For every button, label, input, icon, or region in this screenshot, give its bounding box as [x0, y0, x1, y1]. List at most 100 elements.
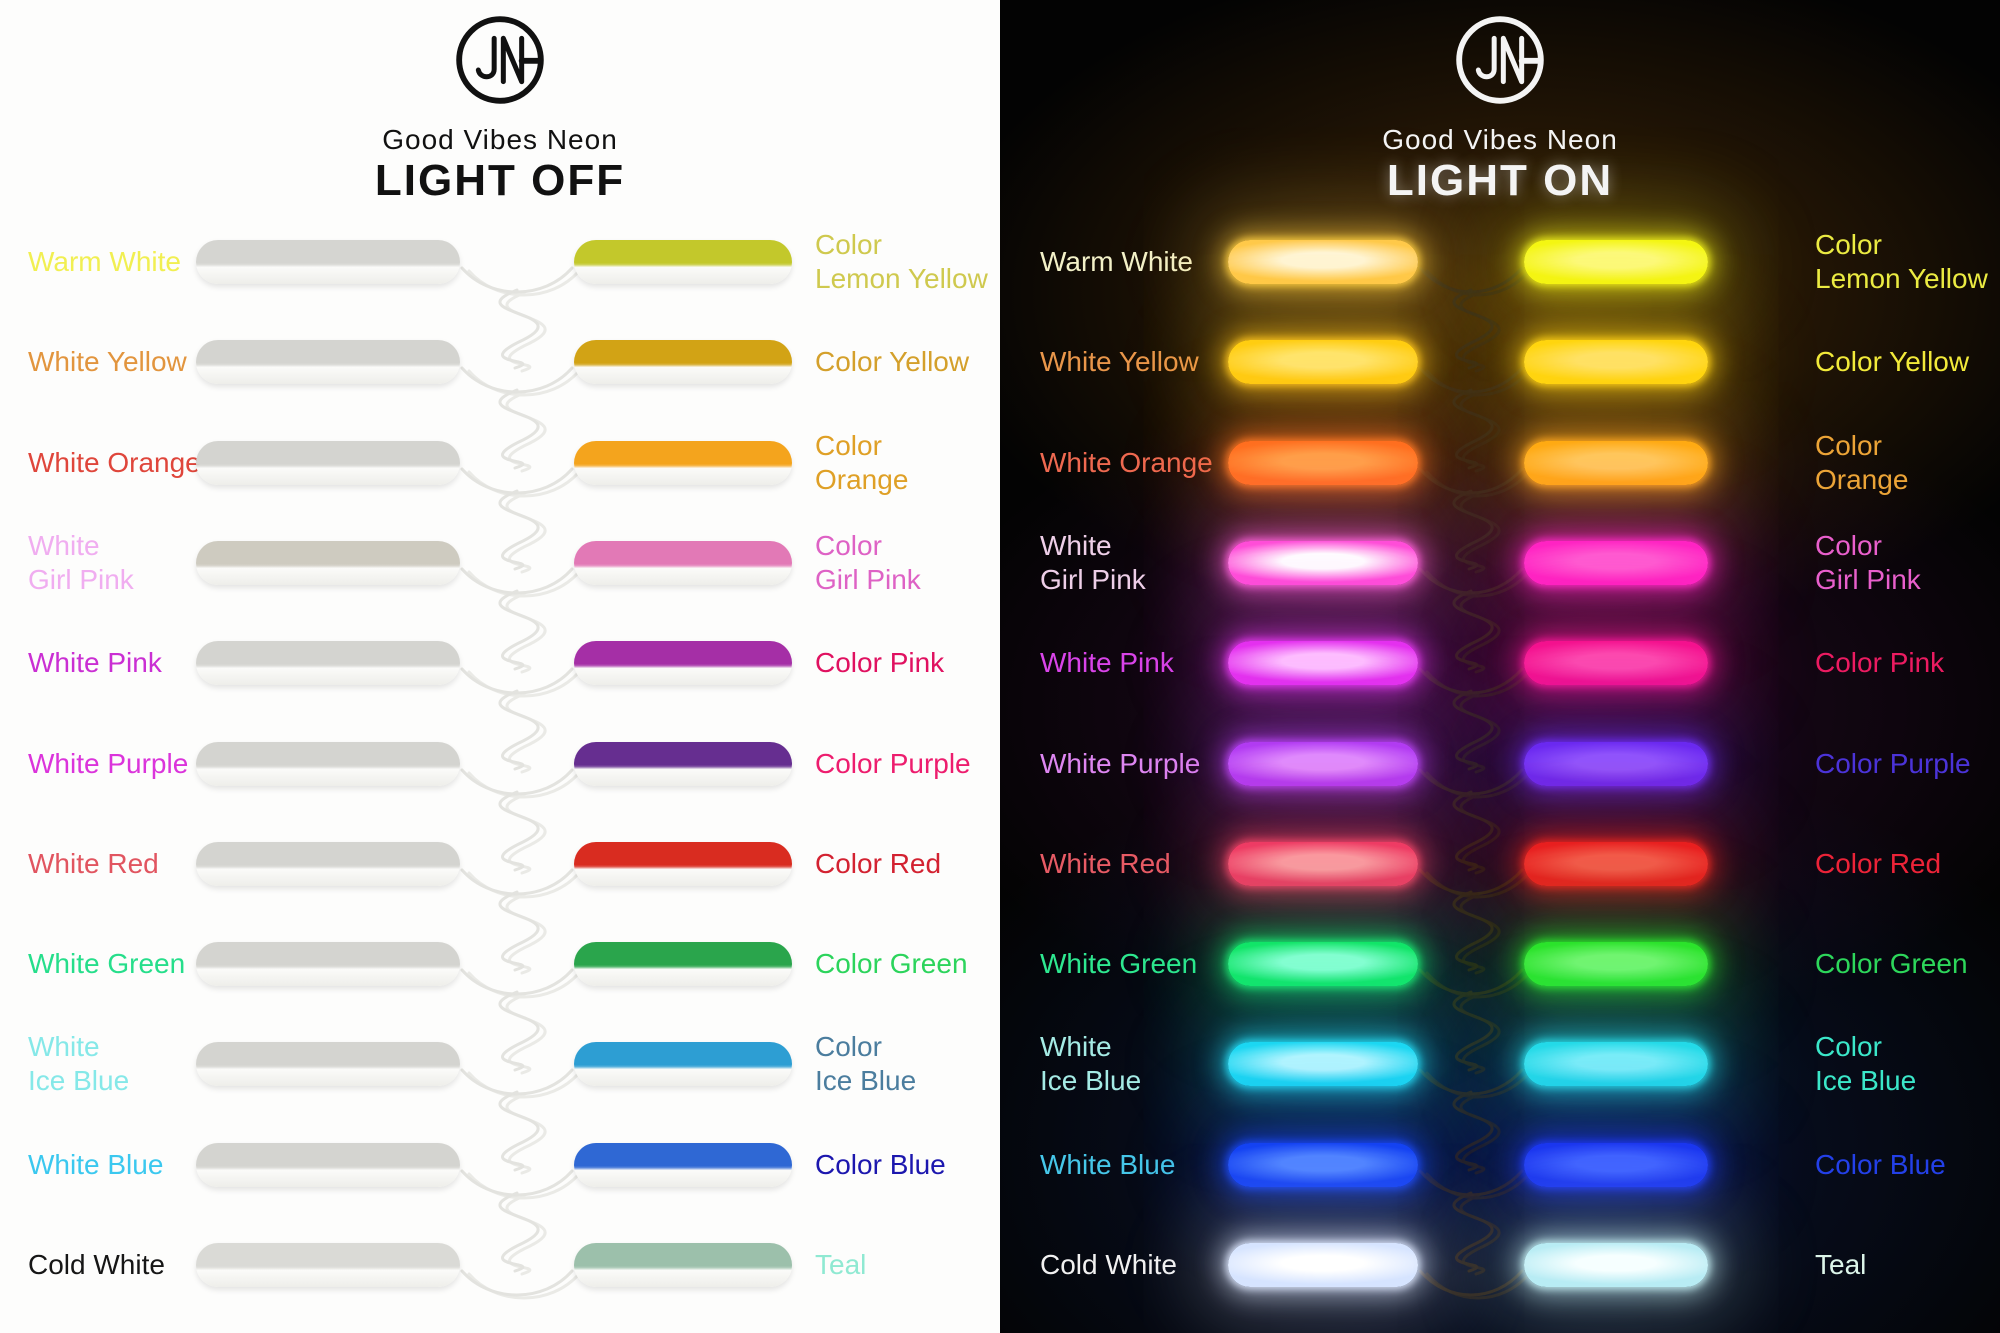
- color-series-label: Color Green: [815, 947, 1000, 981]
- label-line: Orange: [1815, 464, 1909, 495]
- white-series-label: Cold White: [1040, 1248, 1177, 1282]
- white-series-label: White Red: [28, 847, 159, 881]
- label-line: Color Yellow: [815, 346, 970, 377]
- label-line: Color Blue: [815, 1149, 946, 1180]
- label-line: Color: [815, 530, 882, 561]
- color-series-label: Color Yellow: [815, 345, 1000, 379]
- label-line: Girl Pink: [1815, 564, 1921, 595]
- white-series-label: White Girl Pink: [28, 529, 134, 597]
- label-line: Color: [1815, 430, 1882, 461]
- string-light-wire: [460, 266, 581, 1300]
- unlit-color-tube: [574, 240, 792, 284]
- label-line: Color: [815, 430, 882, 461]
- lit-color-tube: [1524, 541, 1708, 585]
- unlit-color-tube: [574, 942, 792, 986]
- color-series-label: Teal: [1815, 1248, 2000, 1282]
- lit-color-tube: [1524, 1243, 1708, 1287]
- unlit-color-tube: [574, 742, 792, 786]
- label-line: White Pink: [1040, 647, 1174, 678]
- white-series-label: White Green: [28, 947, 185, 981]
- unlit-white-tube: [196, 240, 460, 284]
- color-series-label: Teal: [815, 1248, 1000, 1282]
- color-row: White Blue Color Blue: [1000, 1115, 2000, 1215]
- color-row: White Red Color Red: [1000, 814, 2000, 914]
- brand-logo-icon: [1456, 16, 1544, 104]
- lit-color-tube: [1524, 942, 1708, 986]
- lit-color-tube: [1524, 340, 1708, 384]
- lit-white-tube: [1228, 1042, 1418, 1086]
- white-series-label: Cold White: [28, 1248, 165, 1282]
- label-line: Ice Blue: [1040, 1065, 1142, 1096]
- label-line: Color Pink: [815, 647, 945, 678]
- lit-white-tube: [1228, 842, 1418, 886]
- lit-color-tube: [1524, 1042, 1708, 1086]
- color-row: White Girl Pink Color Girl Pink: [1000, 513, 2000, 613]
- color-row: White Pink Color Pink: [0, 613, 1000, 713]
- unlit-white-tube: [196, 541, 460, 585]
- white-series-label: White Pink: [28, 646, 162, 680]
- color-row: White Green Color Green: [1000, 914, 2000, 1014]
- label-line: Ice Blue: [1815, 1065, 1917, 1096]
- label-line: White Red: [1040, 848, 1171, 879]
- brand-logo-icon: [456, 16, 544, 104]
- white-series-label: White Ice Blue: [1040, 1030, 1141, 1098]
- label-line: Ice Blue: [815, 1065, 917, 1096]
- brand-name: Good Vibes Neon: [382, 124, 618, 155]
- unlit-color-tube: [574, 641, 792, 685]
- lit-color-tube: [1524, 842, 1708, 886]
- color-series-label: Color Ice Blue: [815, 1030, 1000, 1098]
- color-series-label: Color Green: [1815, 947, 2000, 981]
- lit-color-tube: [1524, 240, 1708, 284]
- unlit-white-tube: [196, 942, 460, 986]
- lit-white-tube: [1228, 641, 1418, 685]
- label-line: Color Purple: [815, 748, 971, 779]
- color-row: Cold White Teal: [1000, 1215, 2000, 1315]
- color-series-label: Color Red: [1815, 847, 2000, 881]
- white-series-label: White Yellow: [1040, 345, 1199, 379]
- color-series-label: Color Girl Pink: [815, 529, 1000, 597]
- label-line: Color: [1815, 229, 1882, 260]
- label-line: Teal: [815, 1249, 867, 1280]
- label-line: Cold White: [1040, 1249, 1177, 1280]
- label-line: White Orange: [1040, 447, 1213, 478]
- lit-color-tube: [1524, 1143, 1708, 1187]
- label-line: Girl Pink: [28, 564, 134, 595]
- unlit-white-tube: [196, 441, 460, 485]
- label-line: Color: [1815, 1031, 1882, 1062]
- string-light-wire: [1418, 266, 1531, 1300]
- label-line: Warm White: [1040, 246, 1193, 277]
- color-series-label: Color Lemon Yellow: [1815, 228, 2000, 296]
- label-line: Color Red: [1815, 848, 1942, 879]
- unlit-color-tube: [574, 340, 792, 384]
- unlit-white-tube: [196, 1042, 460, 1086]
- white-series-label: White Orange: [1040, 446, 1213, 480]
- unlit-white-tube: [196, 742, 460, 786]
- swatch-rows: Warm White Color Lemon Yellow White Yellow C…: [0, 212, 1000, 1333]
- lit-white-tube: [1228, 541, 1418, 585]
- label-line: Cold White: [28, 1249, 165, 1280]
- label-line: Color: [815, 229, 882, 260]
- label-line: Orange: [815, 464, 909, 495]
- label-line: Color Red: [815, 848, 942, 879]
- color-row: White Orange Color Orange: [0, 413, 1000, 513]
- panel-title-light-off: LIGHT OFF: [374, 156, 626, 205]
- color-series-label: Color Pink: [815, 646, 1000, 680]
- label-line: White: [28, 1031, 100, 1062]
- lit-color-tube: [1524, 441, 1708, 485]
- lit-white-tube: [1228, 340, 1418, 384]
- color-row: White Girl Pink Color Girl Pink: [0, 513, 1000, 613]
- white-series-label: Warm White: [28, 245, 181, 279]
- label-line: White Purple: [1040, 748, 1201, 779]
- swatch-rows: Warm White Color Lemon Yellow White Yellow C…: [1000, 212, 2000, 1333]
- white-series-label: White Green: [1040, 947, 1197, 981]
- color-series-label: Color Blue: [1815, 1148, 2000, 1182]
- color-series-label: Color Purple: [1815, 747, 2000, 781]
- color-series-label: Color Lemon Yellow: [815, 228, 1000, 296]
- white-series-label: White Blue: [28, 1148, 163, 1182]
- label-line: Lemon Yellow: [815, 263, 988, 294]
- unlit-color-tube: [574, 1243, 792, 1287]
- label-line: White Yellow: [28, 346, 187, 377]
- unlit-white-tube: [196, 1243, 460, 1287]
- color-series-label: Color Purple: [815, 747, 1000, 781]
